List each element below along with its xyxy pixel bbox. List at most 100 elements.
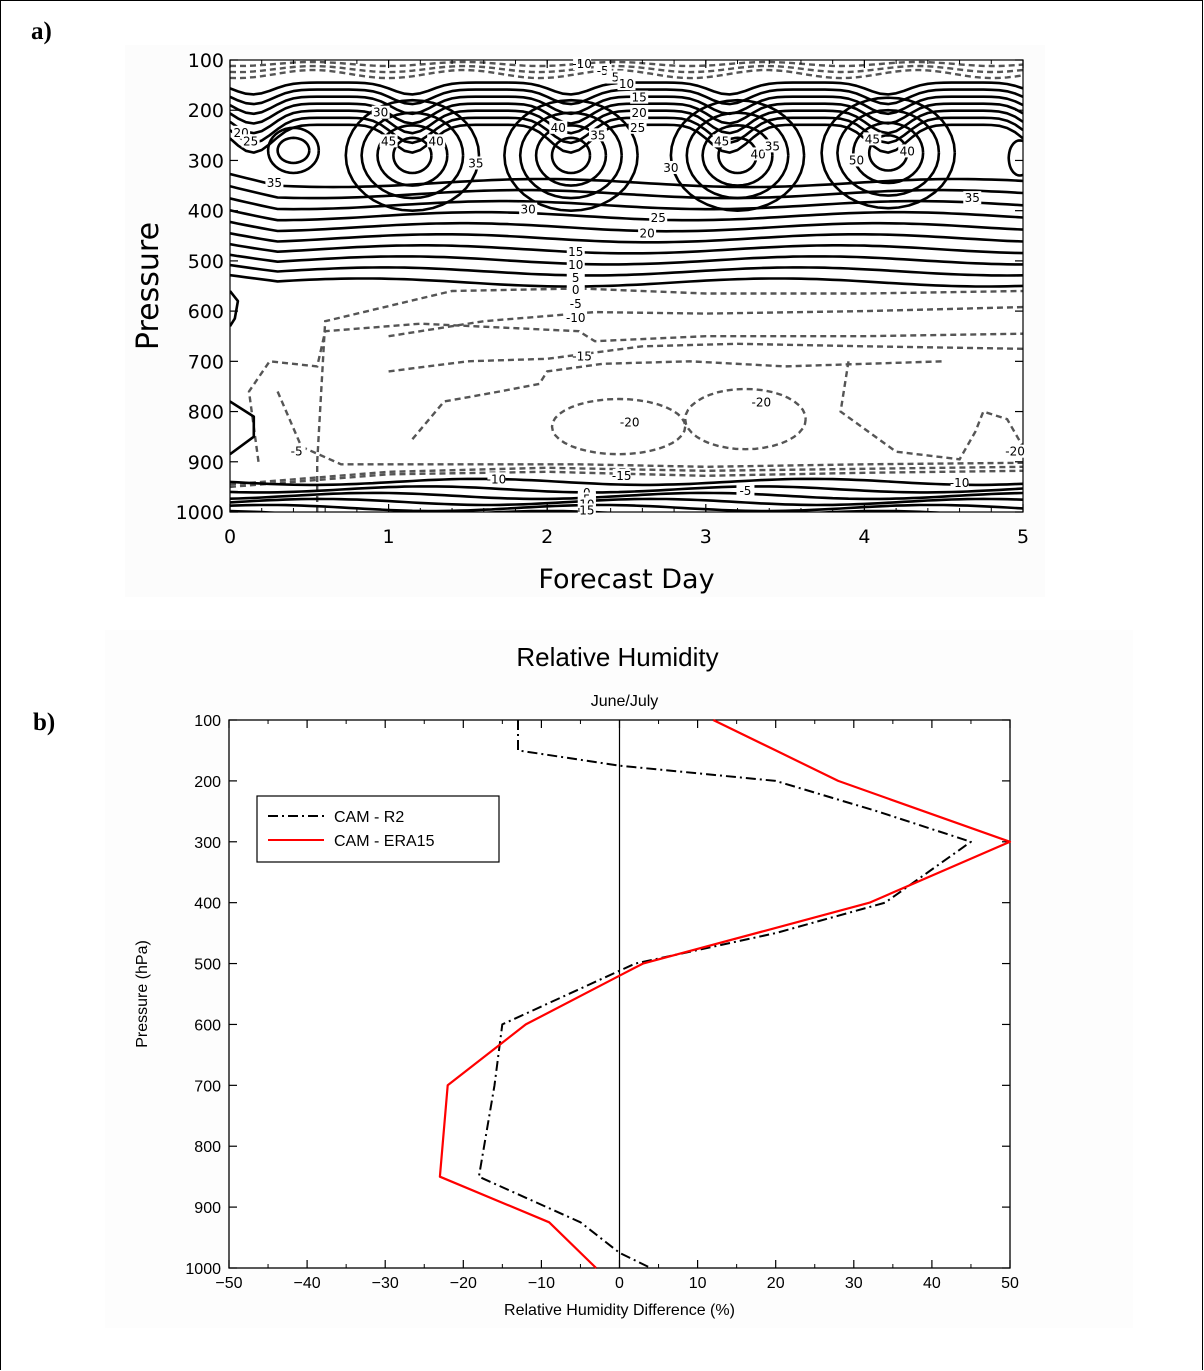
contour-line-positive bbox=[230, 400, 256, 456]
contour-label-bg bbox=[863, 132, 882, 146]
contour-label: 30 bbox=[373, 106, 388, 120]
contour-label: 5 bbox=[572, 271, 580, 285]
jet-core-contour bbox=[550, 136, 592, 175]
contour-label-bg bbox=[749, 147, 768, 161]
contour-label-bg bbox=[487, 472, 506, 486]
contour-label: 35 bbox=[765, 139, 780, 153]
contour-label-bg bbox=[379, 134, 398, 148]
contour-label-bg bbox=[466, 156, 485, 170]
contour-label-bg bbox=[628, 120, 647, 134]
contour-label: 15 bbox=[579, 503, 594, 517]
y-tick-label: 500 bbox=[188, 251, 224, 273]
contour-line-positive bbox=[230, 209, 1023, 222]
contour-line-positive bbox=[230, 477, 1023, 487]
y-tick-label: 300 bbox=[188, 150, 224, 172]
jet-core-contour bbox=[1007, 139, 1023, 177]
contour-label: -10 bbox=[487, 472, 507, 486]
contour-line-negative bbox=[230, 465, 1023, 486]
x-tick-label: 1 bbox=[383, 526, 395, 548]
contour-label: 20 bbox=[639, 226, 654, 240]
jet-core-contour bbox=[376, 124, 449, 187]
contour-line-positive bbox=[230, 95, 1023, 116]
contour-label-bg bbox=[617, 77, 636, 91]
contour-label-bg bbox=[763, 139, 782, 153]
contour-label-bg bbox=[566, 244, 585, 258]
contour-line-positive bbox=[230, 509, 950, 512]
y-tick-label: 900 bbox=[188, 452, 224, 474]
contour-cell-negative bbox=[550, 397, 687, 456]
contour-label-bg bbox=[638, 226, 657, 240]
contour-label-bg bbox=[566, 297, 585, 311]
contour-label: -20 bbox=[620, 416, 640, 430]
y-tick-label: 200 bbox=[188, 100, 224, 122]
contour-label: -10 bbox=[572, 57, 592, 71]
contour-label-bg bbox=[630, 106, 649, 120]
y-tick-label: 400 bbox=[188, 201, 224, 223]
contour-label-bg bbox=[265, 176, 284, 190]
contour-label-bg bbox=[612, 468, 631, 482]
contour-label-bg bbox=[549, 120, 568, 134]
contour-label: 35 bbox=[468, 156, 483, 170]
jet-core-contour bbox=[701, 124, 774, 187]
contour-label: 30 bbox=[663, 161, 678, 175]
contour-line-negative bbox=[316, 287, 1023, 512]
contour-label-bg bbox=[963, 191, 982, 205]
contour-label: -5 bbox=[739, 484, 751, 498]
contour-label-bg bbox=[241, 134, 260, 148]
contour-label-bg bbox=[566, 270, 585, 284]
contour-line-positive bbox=[230, 172, 1023, 189]
contour-label-bg bbox=[950, 475, 969, 489]
contour-line-negative bbox=[388, 305, 1023, 338]
jet-core-contour bbox=[534, 124, 608, 187]
panel-label-a: a) bbox=[31, 18, 52, 45]
jet-core-contour bbox=[503, 98, 639, 212]
contour-label: 40 bbox=[750, 147, 765, 161]
contour-line-negative bbox=[230, 469, 1023, 489]
x-tick-label: 5 bbox=[1017, 526, 1029, 548]
contour-label: -20 bbox=[752, 396, 772, 410]
contour-line-positive bbox=[230, 197, 1023, 211]
contour-line-positive bbox=[230, 232, 1023, 244]
contour-label: 40 bbox=[429, 134, 444, 148]
contour-label: 0 bbox=[572, 283, 580, 297]
jet-core-contour bbox=[276, 136, 311, 165]
contour-line-positive bbox=[230, 497, 1023, 507]
x-tick-label: 2 bbox=[541, 526, 553, 548]
contour-label: 35 bbox=[267, 176, 282, 190]
contour-label: 40 bbox=[900, 144, 915, 158]
contour-line-positive bbox=[230, 242, 1023, 255]
contour-label: 35 bbox=[965, 191, 980, 205]
jet-core-contour bbox=[867, 134, 909, 172]
panel-label-b: b) bbox=[33, 709, 56, 736]
contour-line-positive bbox=[230, 290, 240, 327]
x-tick-label: 0 bbox=[224, 526, 236, 548]
contour-line-positive bbox=[230, 503, 1023, 512]
contour-label: -10 bbox=[566, 311, 586, 325]
y-tick-label: 600 bbox=[188, 301, 224, 323]
contour-label: 10 bbox=[568, 258, 583, 272]
contour-line-positive bbox=[230, 263, 1023, 277]
contour-label-bg bbox=[519, 202, 538, 216]
y-tick-label: 100 bbox=[188, 50, 224, 72]
contour-line-positive bbox=[230, 273, 1023, 288]
contour-label-bg bbox=[577, 503, 596, 517]
jet-core-contour bbox=[685, 111, 790, 200]
contour-label: 5 bbox=[612, 71, 620, 85]
jet-core-contour bbox=[392, 136, 433, 175]
contour-label-bg bbox=[620, 415, 639, 429]
contour-label: 20 bbox=[632, 106, 647, 120]
contour-label: 35 bbox=[590, 128, 605, 142]
contour-line-negative bbox=[230, 68, 1023, 80]
jet-core-contour bbox=[266, 126, 321, 175]
contour-label-bg bbox=[630, 90, 649, 104]
x-tick-label: 3 bbox=[700, 526, 712, 548]
contour-label-bg bbox=[712, 134, 731, 148]
contour-label: 10 bbox=[619, 77, 634, 91]
contour-label: 25 bbox=[243, 134, 258, 148]
contour-label: -5 bbox=[570, 297, 582, 311]
contour-cell-negative bbox=[683, 387, 807, 451]
contour-label-bg bbox=[427, 134, 446, 148]
